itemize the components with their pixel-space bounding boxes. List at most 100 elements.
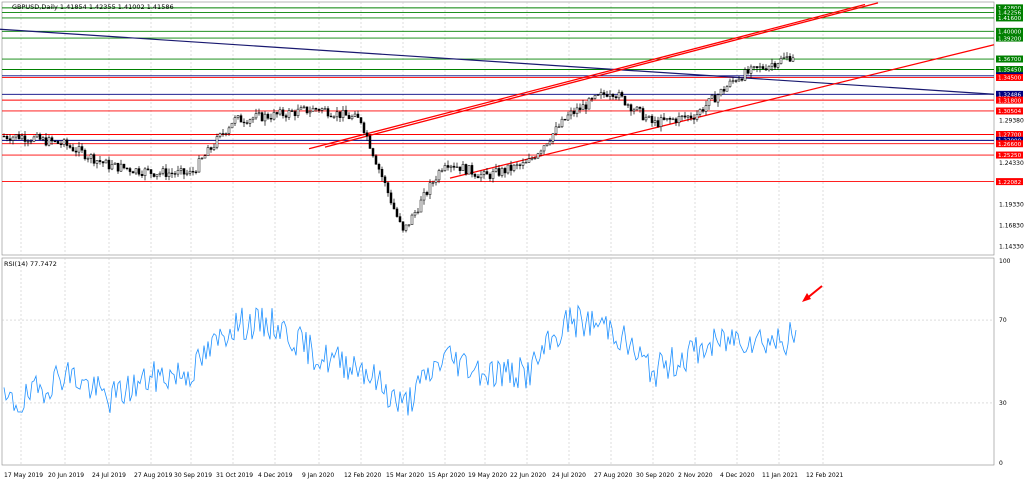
candle-body xyxy=(161,168,165,174)
candle-body xyxy=(533,157,537,160)
rsi-line xyxy=(3,304,797,416)
candle-body xyxy=(578,107,582,110)
chart-title: GBPUSD,Daily 1.41854 1.42355 1.41002 1.4… xyxy=(12,3,174,11)
rsi-tick-label: 100 xyxy=(999,258,1011,265)
candle-body xyxy=(416,211,420,214)
candle-body xyxy=(59,143,63,145)
level-tag-label: 1.25250 xyxy=(998,153,1022,159)
candle-body xyxy=(458,166,462,171)
candle-body xyxy=(50,137,54,142)
candle-body xyxy=(275,112,279,115)
candle-body xyxy=(389,192,393,204)
candle-body xyxy=(464,164,468,175)
candle-body xyxy=(248,119,252,124)
candle-body xyxy=(164,168,168,177)
candle-body xyxy=(35,134,39,138)
candle-body xyxy=(650,115,654,123)
candle-body xyxy=(410,214,414,225)
candle-body xyxy=(14,134,18,138)
candle-body xyxy=(380,169,384,178)
candle-body xyxy=(701,109,705,112)
candle-body xyxy=(239,115,243,123)
channel-upper-line-1 xyxy=(308,3,866,150)
candle-body xyxy=(320,108,324,111)
candle-body xyxy=(11,136,15,141)
price-frame xyxy=(1,1,995,256)
price-tick-label: 1.16830 xyxy=(999,223,1024,230)
level-tag xyxy=(996,66,1023,74)
candle-body xyxy=(209,147,213,150)
candle-body xyxy=(602,92,606,95)
candle-body xyxy=(140,173,144,176)
candle-body xyxy=(689,115,693,119)
level-tag xyxy=(996,130,1023,138)
candle-body xyxy=(173,173,177,175)
candle-body xyxy=(221,133,225,135)
candle-body xyxy=(728,80,732,87)
level-tag-label: 1.42256 xyxy=(998,11,1022,17)
candle-body xyxy=(461,164,465,171)
candle-body xyxy=(491,171,495,179)
candle-body xyxy=(17,134,21,140)
candle-body xyxy=(554,126,558,134)
price-tick-label: 1.14330 xyxy=(999,244,1024,251)
candle-body xyxy=(2,135,6,138)
candle-body xyxy=(575,107,579,114)
candle-body xyxy=(329,115,333,118)
candle-body xyxy=(593,95,597,99)
candle-body xyxy=(314,108,318,110)
candle-body xyxy=(545,143,549,147)
level-tag-label: 1.41600 xyxy=(998,16,1022,22)
chart-grid xyxy=(1,1,995,466)
candle-body xyxy=(374,155,378,165)
time-tick-label: 24 Jul 2020 xyxy=(552,472,586,479)
level-tag-label: 1.35450 xyxy=(998,68,1022,74)
time-tick-label: 4 Dec 2020 xyxy=(720,472,755,479)
candle-body xyxy=(200,157,204,160)
candle-body xyxy=(122,163,126,169)
candle-body xyxy=(62,139,66,145)
candle-body xyxy=(725,86,729,92)
candle-body xyxy=(581,104,585,110)
candle-body xyxy=(440,170,444,172)
arrow-head-icon xyxy=(802,293,811,302)
candle-body xyxy=(398,216,402,223)
candle-body xyxy=(245,122,249,124)
candle-body xyxy=(296,108,300,117)
candle-body xyxy=(434,179,438,183)
candle-body xyxy=(311,108,315,112)
candle-body xyxy=(131,171,135,174)
candle-body xyxy=(80,146,84,151)
candle-body xyxy=(518,164,522,166)
candle-body xyxy=(599,92,603,96)
candle-body xyxy=(149,169,153,174)
candle-body xyxy=(755,66,759,68)
level-tag xyxy=(996,27,1023,35)
candle-body xyxy=(68,145,72,148)
candle-body xyxy=(116,162,120,172)
candle-body xyxy=(692,117,696,120)
level-tag-label: 1.36700 xyxy=(998,57,1022,63)
candle-body xyxy=(413,212,417,216)
candle-body xyxy=(227,127,231,134)
time-tick-label: 30 Sep 2020 xyxy=(636,472,674,479)
level-tag xyxy=(996,4,1023,12)
candle-body xyxy=(365,132,369,137)
candle-body xyxy=(257,112,261,114)
candle-body xyxy=(788,56,792,62)
candle-body xyxy=(77,146,81,153)
time-tick-label: 11 Jan 2021 xyxy=(762,472,798,479)
candle-body xyxy=(236,115,240,118)
candle-body xyxy=(752,66,756,68)
candle-body xyxy=(449,165,453,168)
candle-body xyxy=(233,117,237,124)
candle-body xyxy=(548,141,552,145)
candle-body xyxy=(635,106,639,111)
candle-body xyxy=(671,118,675,120)
candle-body xyxy=(734,80,738,82)
time-tick-label: 27 Aug 2020 xyxy=(594,472,633,479)
candle-body xyxy=(224,133,228,135)
candle-body xyxy=(335,111,339,118)
candle-body xyxy=(770,63,774,67)
candle-body xyxy=(506,164,510,174)
